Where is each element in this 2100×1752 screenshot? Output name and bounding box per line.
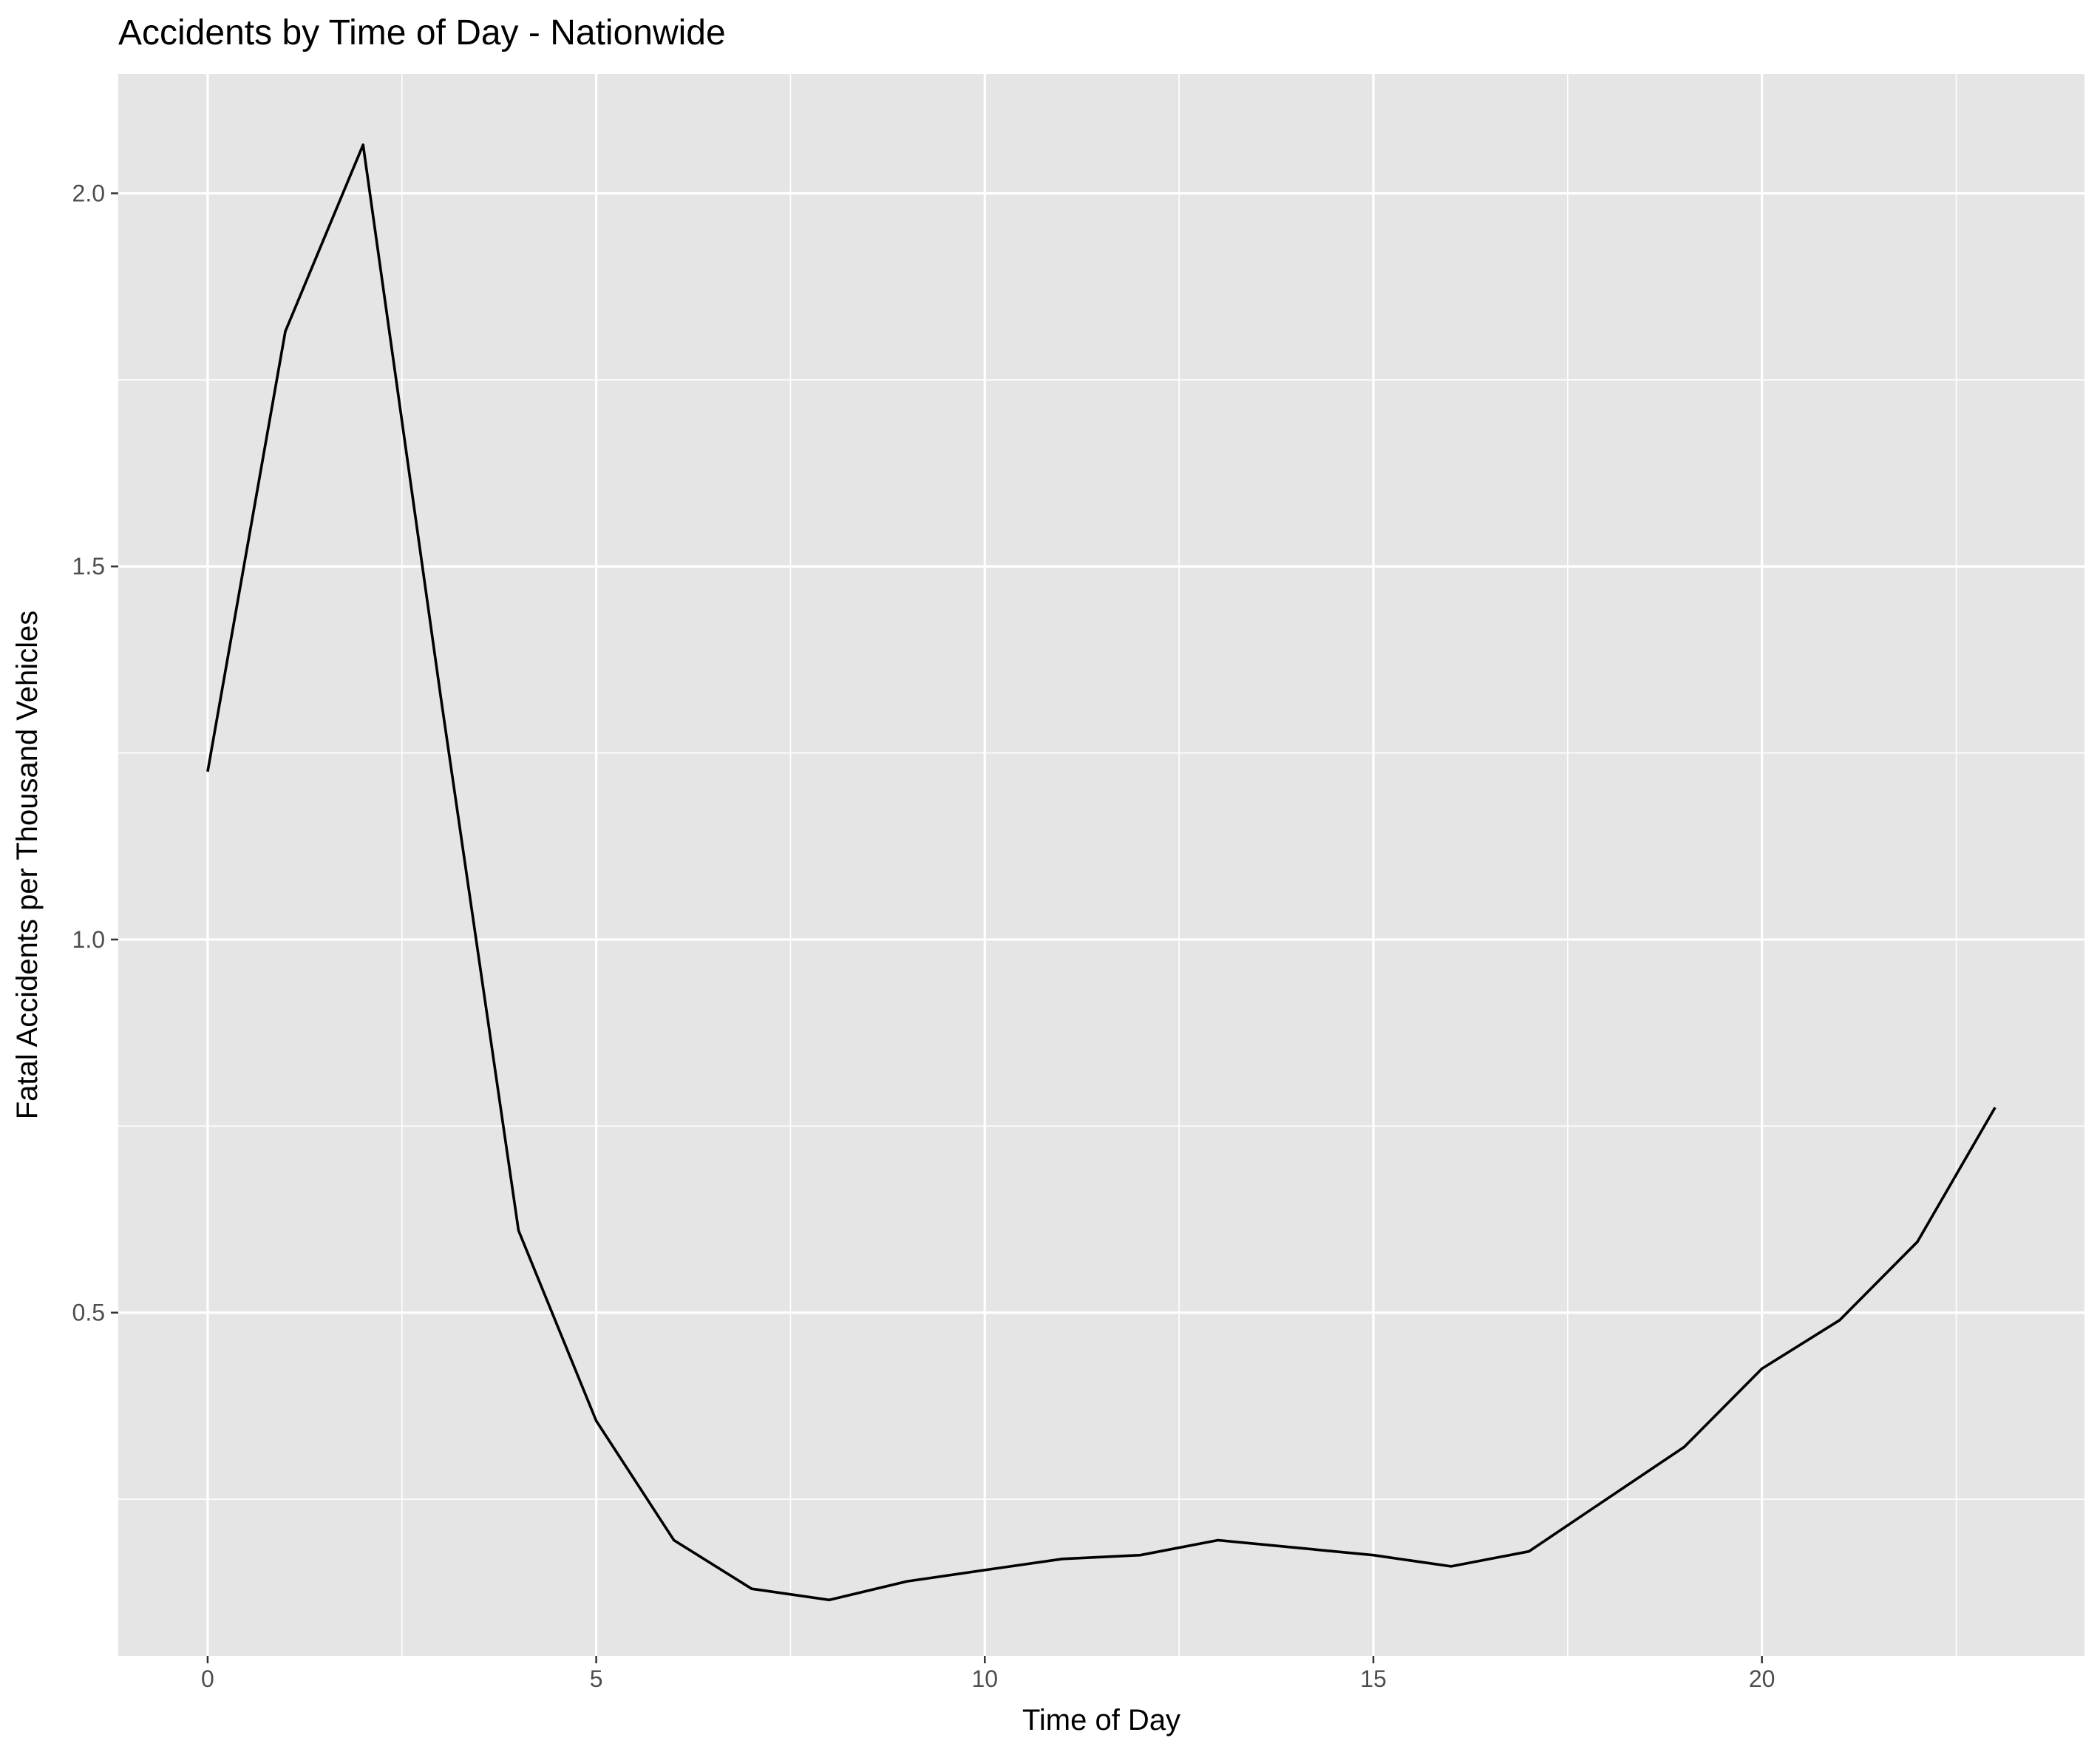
x-tick-label: 0 xyxy=(201,1666,214,1692)
y-axis-title: Fatal Accidents per Thousand Vehicles xyxy=(11,611,44,1120)
y-tick-label: 2.0 xyxy=(72,180,105,207)
x-tick-label: 20 xyxy=(1749,1666,1776,1692)
x-tick-label: 15 xyxy=(1360,1666,1387,1692)
y-tick-label: 1.0 xyxy=(72,926,105,953)
x-axis-title: Time of Day xyxy=(1022,1704,1180,1736)
plot-panel xyxy=(118,74,2084,1656)
y-tick-label: 0.5 xyxy=(72,1300,105,1326)
chart-title: Accidents by Time of Day - Nationwide xyxy=(118,13,726,52)
y-axis: 0.5 1.0 1.5 2.0 xyxy=(72,180,118,1326)
major-gridlines xyxy=(118,74,2084,1656)
y-tick-label: 1.5 xyxy=(72,553,105,580)
x-tick-label: 10 xyxy=(971,1666,998,1692)
series-line xyxy=(206,143,1997,1602)
x-tick-label: 5 xyxy=(590,1666,603,1692)
series-layer xyxy=(206,143,1997,1602)
x-axis: 0 5 10 15 20 xyxy=(201,1656,1775,1692)
minor-gridlines xyxy=(118,74,2084,1656)
